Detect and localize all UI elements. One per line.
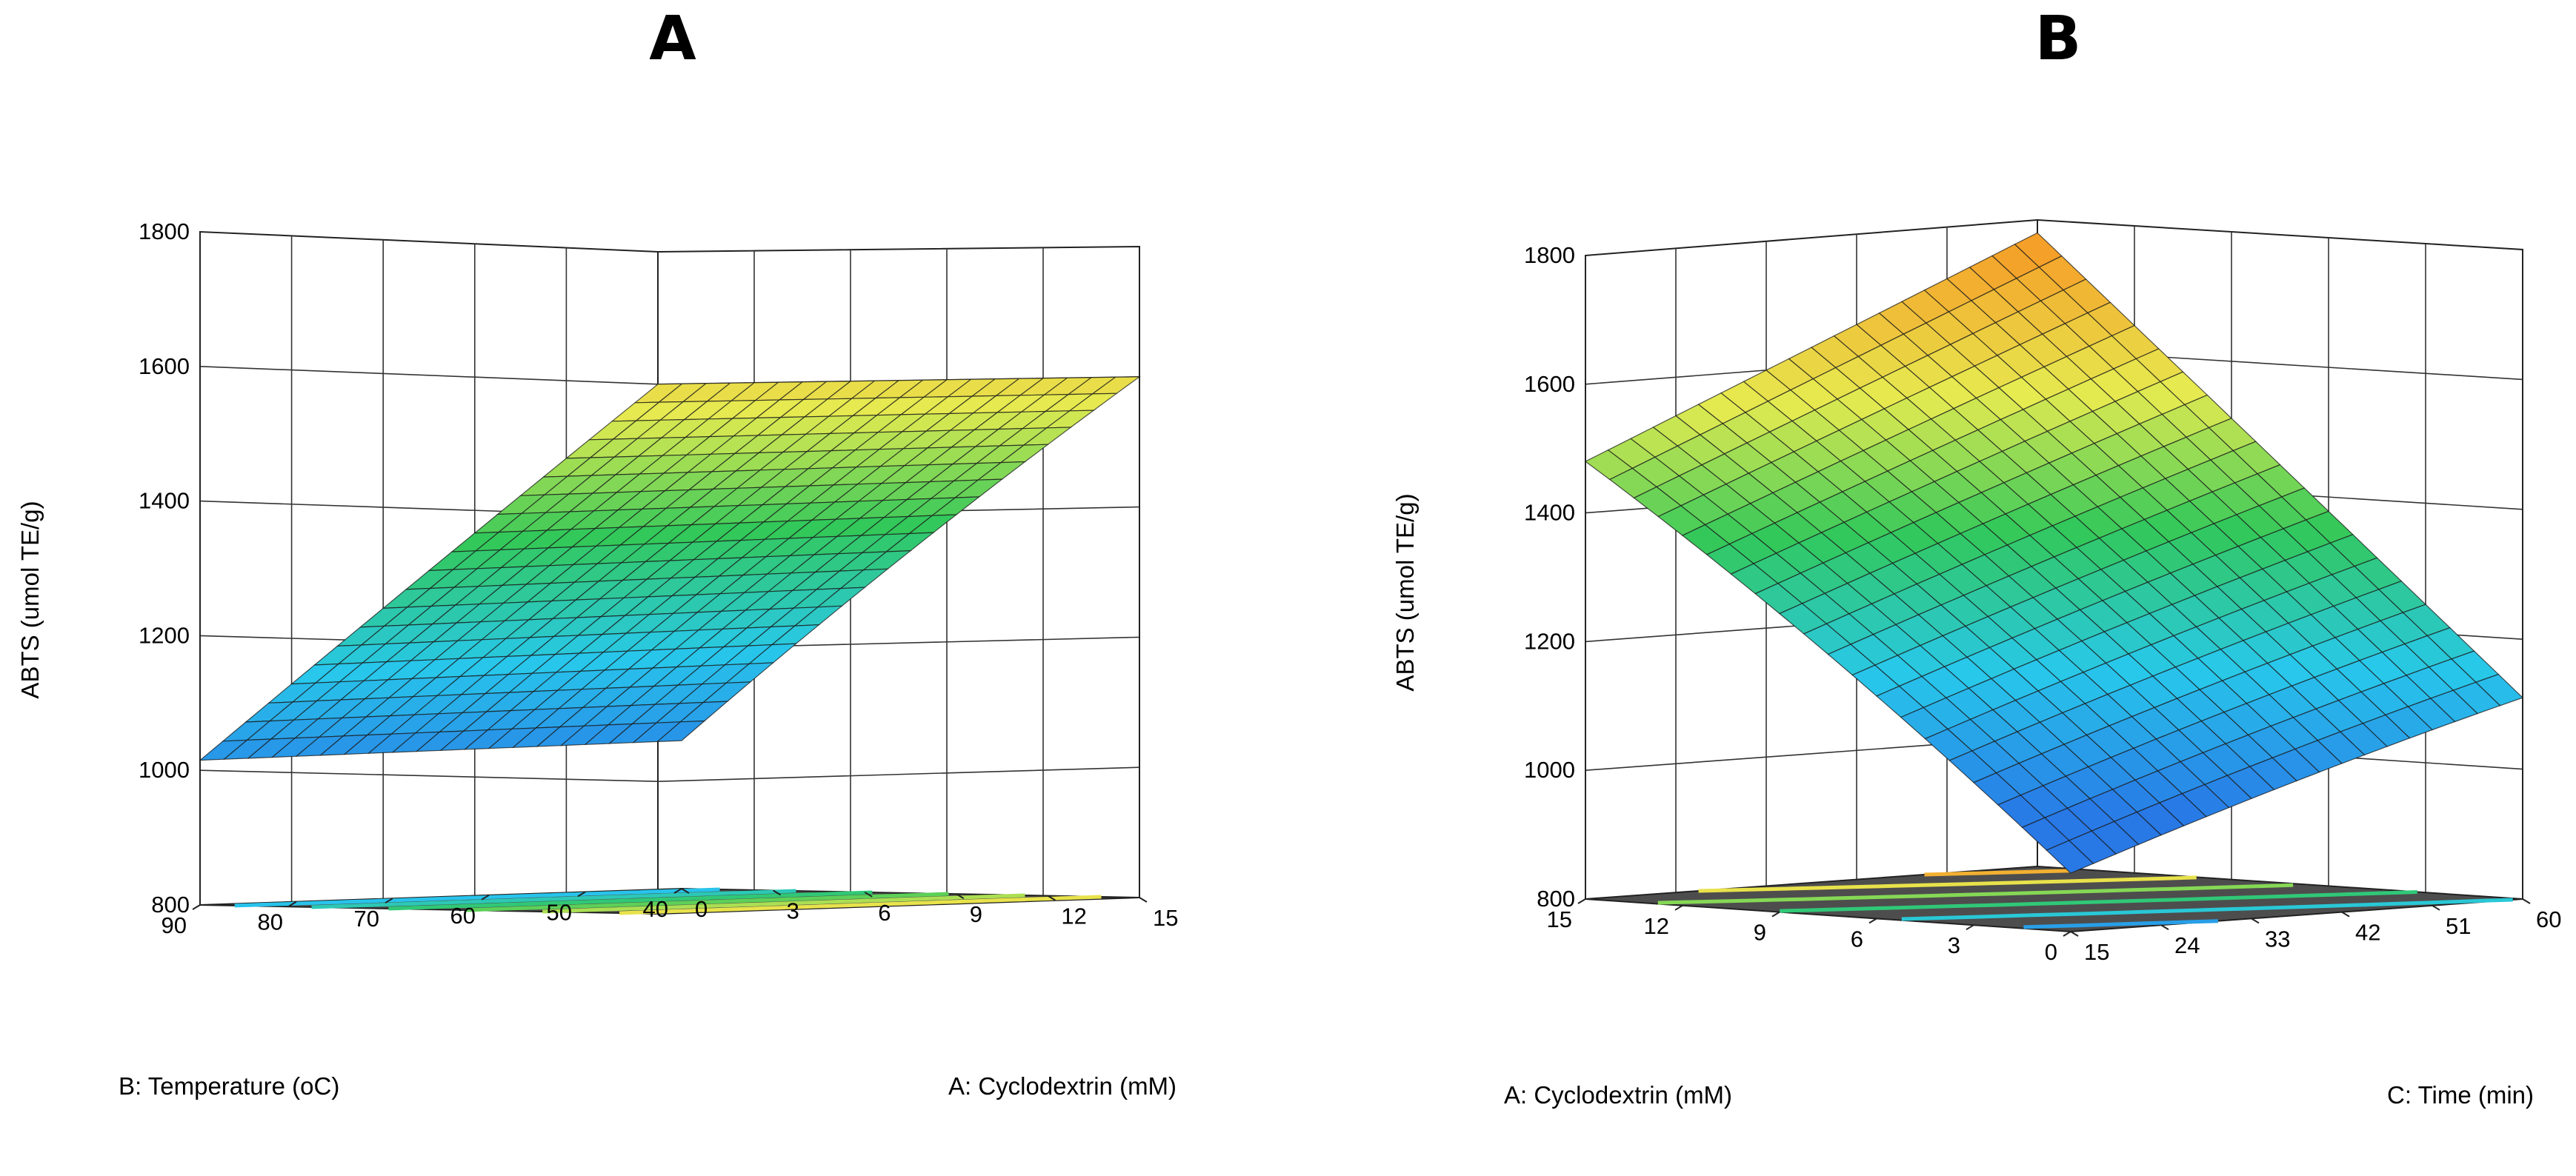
tick-mark [2063, 931, 2071, 937]
x-axis-title: A: Cyclodextrin (mM) [948, 1072, 1176, 1100]
tick-mark [481, 894, 490, 901]
tick-mark [1771, 911, 1780, 918]
floor-tick-label: 15 [1547, 906, 1572, 932]
z-tick-label: 1600 [139, 353, 190, 379]
z-tick-label: 800 [151, 892, 190, 918]
contour-line [2023, 919, 2218, 929]
tick-mark [385, 898, 393, 904]
floor-tick-label: 3 [787, 898, 799, 923]
floor-tick-label: 0 [695, 896, 708, 922]
tick-mark [2251, 918, 2260, 924]
floor-plane [1585, 865, 2523, 933]
floor-tick-label: 6 [1851, 926, 1863, 952]
z-tick-label: 1600 [1524, 371, 1575, 397]
surface-cell [2046, 840, 2094, 874]
contour-line [234, 887, 720, 908]
z-tick-label: 800 [1537, 886, 1575, 912]
contour-line [1657, 883, 2294, 905]
contour-line [1924, 869, 2074, 877]
floor-tick-label: 70 [354, 906, 379, 932]
contour-line [388, 890, 873, 911]
contour-line [1780, 890, 2417, 913]
floor-tick-label: 33 [2265, 926, 2290, 952]
tick-mark [1868, 918, 1877, 924]
floor-tick-label: 50 [547, 899, 572, 925]
tick-mark [1966, 924, 1974, 931]
z-tick-label: 1400 [139, 488, 190, 514]
floor-tick-label: 12 [1644, 913, 1669, 939]
z-tick-label: 1000 [1524, 757, 1575, 783]
contour-line [619, 895, 1102, 915]
tick-mark [192, 904, 201, 910]
contour-line [465, 892, 949, 912]
floor-tick-label: 42 [2355, 920, 2380, 946]
panel-label: A [649, 4, 696, 74]
tick-mark [2432, 904, 2440, 911]
tick-mark [1139, 897, 1148, 903]
contour-line [1698, 875, 2197, 893]
floor-tick-label: 40 [643, 896, 668, 922]
tick-mark [956, 893, 965, 900]
floor-tick-label: 0 [2045, 939, 2057, 965]
chart-panel-b: B 800 1000 1200 1400 1600 1800 0 3 6 9 12 15 15 24 33 4… [1391, 4, 2561, 1109]
floor-tick-label: 90 [162, 912, 187, 938]
surface-cell [656, 720, 706, 743]
floor-tick-label: 24 [2174, 932, 2200, 958]
tick-mark [681, 888, 690, 894]
z-tick-label: 1200 [1524, 628, 1575, 654]
z-tick-label: 1800 [139, 218, 190, 244]
floor-tick-label: 9 [970, 901, 982, 927]
z-tick-label: 1200 [139, 622, 190, 648]
tick-mark [773, 889, 782, 896]
floor-tick-label: 15 [1153, 905, 1178, 931]
floor-tick-label: 9 [1754, 920, 1766, 946]
wall-gridline [199, 766, 1140, 783]
contour-line [1901, 898, 2513, 921]
z-tick-label: 1000 [139, 757, 190, 783]
tick-mark [1047, 895, 1056, 901]
tick-mark [2522, 898, 2531, 904]
floor-tick-label: 60 [450, 903, 476, 929]
floor-tick-label: 80 [258, 909, 283, 935]
tick-mark [2070, 931, 2079, 937]
panel-label: B [2035, 4, 2082, 74]
tick-mark [1577, 898, 1586, 904]
floor-tick-label: 3 [1948, 932, 1960, 958]
tick-mark [577, 891, 586, 898]
x-axis-title: A: Cyclodextrin (mM) [1504, 1081, 1732, 1109]
z-tick-label: 1400 [1524, 500, 1575, 526]
tick-mark [288, 901, 297, 907]
z-axis-title: ABTS (umol TE/g) [16, 501, 44, 698]
floor-tick-label: 6 [878, 900, 891, 926]
tick-mark [673, 888, 682, 894]
z-axis-title: ABTS (umol TE/g) [1391, 493, 1419, 691]
y-axis-title: B: Temperature (oC) [119, 1072, 339, 1100]
contour-line [542, 893, 1025, 914]
tick-mark [2341, 911, 2350, 918]
y-axis-title: C: Time (min) [2387, 1081, 2534, 1109]
tick-mark [864, 891, 873, 898]
floor-tick-label: 15 [2084, 939, 2109, 965]
tick-mark [2160, 924, 2169, 931]
floor-tick-label: 51 [2446, 913, 2471, 939]
tick-mark [1674, 904, 1683, 911]
z-tick-label: 1800 [1524, 242, 1575, 268]
contour-line [311, 889, 796, 909]
chart-panel-a: A 800 1000 1200 1400 1600 1800 40 50 60 70 80 90 0 3 6… [16, 4, 1178, 1100]
floor-tick-label: 60 [2536, 906, 2561, 932]
floor-tick-label: 12 [1061, 903, 1086, 929]
